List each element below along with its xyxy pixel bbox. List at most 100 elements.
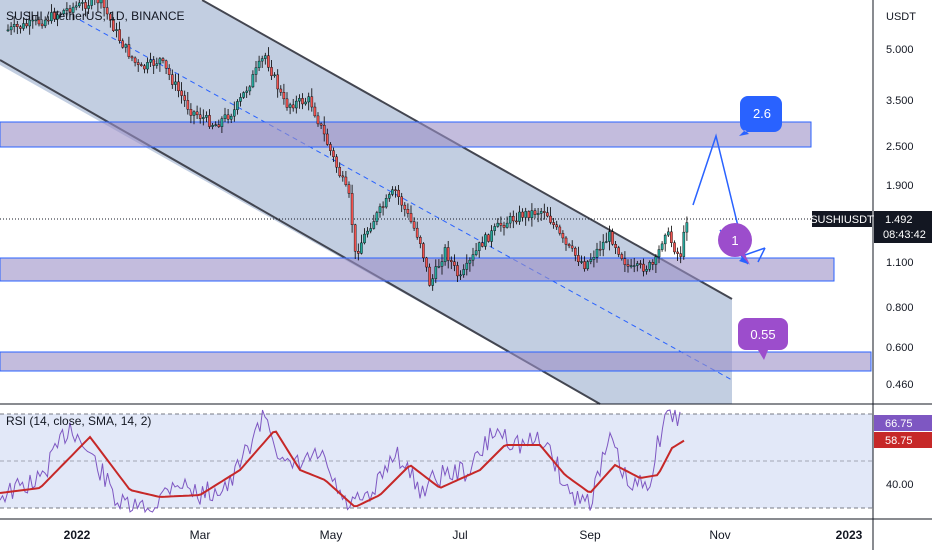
support-zone[interactable] <box>0 257 835 282</box>
rsi-tick: 40.00 <box>886 479 914 491</box>
callout-high-label: 2.6 <box>753 106 771 121</box>
candle-body <box>388 194 391 199</box>
candle-body <box>558 226 562 234</box>
candle-body <box>403 204 407 210</box>
candle-body <box>384 198 388 208</box>
candle-body <box>477 242 481 251</box>
last-price-value: 1.492 <box>885 214 913 226</box>
candle-body <box>189 109 193 116</box>
candle-body <box>567 244 571 247</box>
candle-body <box>43 19 47 27</box>
candle-body <box>471 254 475 261</box>
candle-body <box>164 60 168 69</box>
candle-body <box>208 115 211 127</box>
candle-body <box>648 262 651 270</box>
candle-body <box>462 269 466 276</box>
candle-body <box>660 243 664 250</box>
candle-body <box>422 243 425 259</box>
candle-body <box>670 231 673 243</box>
price-tick: 1.900 <box>886 180 914 192</box>
candle-body <box>115 29 118 31</box>
candle-body <box>155 63 159 66</box>
candle-body <box>56 14 59 20</box>
candle-body <box>434 266 438 279</box>
time-label: Sep <box>579 528 601 542</box>
price-axis[interactable]: 5.000 3.500 2.500 1.900 1.100 0.800 0.60… <box>886 44 914 391</box>
resistance-zone[interactable] <box>0 121 812 148</box>
candle-body <box>654 256 658 265</box>
candle-body <box>431 278 435 286</box>
candle-body <box>77 2 81 7</box>
candle-body <box>285 98 289 108</box>
candle-body <box>143 65 146 70</box>
time-label: May <box>320 528 343 542</box>
candle-body <box>264 55 267 59</box>
candle-body <box>232 109 236 117</box>
candle-body <box>685 222 689 233</box>
projection-path[interactable] <box>692 133 766 256</box>
candle-body <box>527 211 531 218</box>
candle-body <box>490 230 493 242</box>
candle-body <box>574 247 577 256</box>
candle-body <box>326 133 329 145</box>
candle-body <box>667 231 670 236</box>
candle-body <box>636 263 639 266</box>
deep-support-zone[interactable] <box>0 351 872 372</box>
candle-body <box>614 244 617 248</box>
candle-body <box>211 125 214 127</box>
candle-body <box>133 57 137 63</box>
candle-body <box>177 81 180 92</box>
candle-body <box>419 237 422 244</box>
candle-body <box>257 60 261 68</box>
candle-body <box>378 206 382 213</box>
candle-body <box>353 224 357 252</box>
candle-body <box>338 166 342 177</box>
candle-body <box>536 213 540 215</box>
candle-body <box>99 0 103 4</box>
candle-body <box>580 261 583 263</box>
candle-body <box>397 189 400 198</box>
channel-lower-line <box>0 59 601 405</box>
price-tick: 2.500 <box>886 141 914 153</box>
callout-mid[interactable]: 1 <box>718 223 752 265</box>
candle-body <box>657 249 661 258</box>
candle-body <box>112 20 115 31</box>
candle-body <box>267 55 270 68</box>
candle-body <box>53 12 56 20</box>
candle-body <box>543 211 546 213</box>
candle-body <box>626 264 630 267</box>
rsi-sma-badge <box>874 432 932 448</box>
candle-body <box>270 67 273 76</box>
candle-body <box>47 19 50 22</box>
symbol-title[interactable]: SUSHI / TetherUS, 1D, BINANCE <box>6 9 185 23</box>
candle-body <box>679 253 682 257</box>
last-price-badge <box>874 211 932 243</box>
rsi-value-badge <box>874 415 932 431</box>
candle-body <box>229 115 233 120</box>
ticker-badge <box>812 211 872 227</box>
candle-body <box>174 81 177 85</box>
candle-body <box>632 265 636 267</box>
candle-body <box>226 114 230 120</box>
candle-body <box>298 98 301 102</box>
callout-low[interactable]: 0.55 <box>738 318 788 360</box>
price-tick: 3.500 <box>886 95 914 107</box>
candle-body <box>195 111 199 116</box>
candle-body <box>149 59 152 63</box>
candle-body <box>205 115 208 118</box>
rsi-indicator-title[interactable]: RSI (14, close, SMA, 14, 2) <box>6 414 152 428</box>
candle-body <box>629 265 633 267</box>
time-axis[interactable]: 2022 Mar May Jul Sep Nov 2023 <box>64 528 863 542</box>
candle-body <box>279 88 283 93</box>
candle-body <box>642 263 645 272</box>
candle-body <box>248 86 252 92</box>
candle-body <box>74 5 78 8</box>
candle-body <box>301 98 304 105</box>
candle-body <box>25 23 28 27</box>
candle-body <box>220 118 224 127</box>
candle-body <box>453 261 456 266</box>
callout-high[interactable]: 2.6 <box>739 96 782 136</box>
candle-body <box>81 2 84 4</box>
candle-body <box>307 96 311 103</box>
